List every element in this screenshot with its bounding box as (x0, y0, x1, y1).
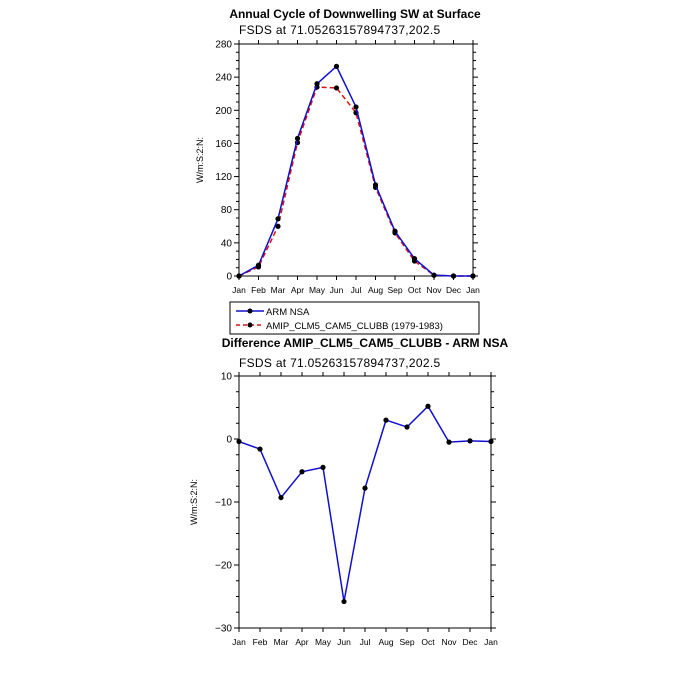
bottom-xtick-label: Oct (421, 637, 435, 647)
top-series-line-1 (238, 86, 473, 277)
top-frame (238, 43, 474, 277)
top-ytick-label: 200 (215, 106, 232, 117)
top-series-point-0 (333, 63, 340, 69)
bottom-series-point-0 (467, 438, 473, 444)
top-series-point-0 (275, 216, 281, 222)
bottom-series-point-0 (488, 438, 494, 445)
top-ytick-label: 0 (226, 272, 232, 283)
top-series-point-0 (236, 273, 242, 279)
bottom-series-point-0 (425, 403, 431, 409)
top-chart-title: Annual Cycle of Downwelling SW at Surfac… (229, 7, 481, 21)
bottom-xtick-label: Jan (232, 637, 246, 647)
top-chart-subtitle: FSDS at 71.05263157894737,202.5 (239, 23, 440, 37)
top-xtick-label: May (309, 285, 326, 295)
bottom-series-line-0 (238, 405, 492, 602)
top-xtick-label: Feb (251, 285, 266, 295)
bottom-xtick-label: Feb (253, 637, 268, 647)
bottom-series-point-0 (446, 439, 452, 445)
bottom-series-point-0 (362, 485, 368, 491)
top-xtick-label: Jul (351, 285, 362, 295)
legend-label-model: AMIP_CLM5_CAM5_CLUBB (1979-1983) (266, 321, 443, 332)
top-ytick-label: 160 (215, 139, 232, 150)
bottom-chart-subtitle: FSDS at 71.05263157894737,202.5 (239, 356, 440, 370)
top-series-point-0 (470, 273, 476, 279)
bottom-ytick-label: 10 (221, 372, 233, 383)
bottom-series-point-0 (404, 424, 410, 430)
bottom-xtick-label: Nov (441, 637, 457, 647)
legend: ARM NSA AMIP_CLM5_CAM5_CLUBB (1979-1983) (229, 301, 480, 335)
top-xtick-label: Jan (232, 285, 246, 295)
bottom-chart-title: Difference AMIP_CLM5_CAM5_CLUBB - ARM NS… (222, 336, 509, 350)
legend-marker-obs (247, 308, 253, 314)
top-series-point-1 (333, 85, 340, 91)
top-xtick-label: Sep (387, 285, 402, 295)
bottom-xtick-label: Mar (274, 637, 289, 647)
top-series-point-0 (294, 135, 301, 142)
bottom-xtick-label: Jan (484, 637, 498, 647)
top-xtick-label: Aug (368, 285, 383, 295)
legend-label-obs: ARM NSA (266, 307, 310, 318)
top-series-point-0 (255, 262, 262, 268)
bottom-ytick-label: −10 (215, 498, 232, 509)
top-series-point-0 (372, 182, 379, 188)
top-xtick-label: Nov (426, 285, 442, 295)
bottom-series-point-0 (278, 494, 284, 501)
bottom-series-point-0 (320, 464, 326, 470)
top-ytick-label: 40 (221, 238, 233, 249)
bottom-frame (238, 375, 492, 629)
top-series-point-0 (411, 256, 418, 262)
top-xtick-label: Jun (330, 285, 344, 295)
bottom-xtick-label: Aug (378, 637, 393, 647)
bottom-ytick-label: 0 (226, 435, 232, 446)
bottom-ytick-label: −30 (215, 624, 232, 635)
bottom-xtick-label: May (315, 637, 332, 647)
top-chart-ylabel: W/m:S:2:N: (195, 137, 205, 183)
top-series-point-1 (275, 223, 281, 229)
top-ytick-label: 80 (221, 205, 233, 216)
bottom-xtick-label: Dec (462, 637, 478, 647)
top-series-point-0 (314, 81, 320, 87)
bottom-xtick-label: Jul (360, 637, 371, 647)
top-plot-area: Jan Feb Mar Apr May Jun Jul Aug Sep Oct Nov Dec Jan0… (215, 40, 480, 296)
top-ytick-label: 120 (215, 172, 232, 183)
top-series-point-0 (431, 272, 437, 278)
top-series-point-0 (353, 104, 359, 110)
top-ytick-label: 240 (215, 73, 232, 84)
bottom-series-point-0 (383, 417, 389, 423)
top-xtick-label: Jan (466, 285, 480, 295)
top-series-line-0 (238, 65, 473, 277)
bottom-series-point-0 (257, 446, 263, 452)
bottom-series-point-0 (236, 438, 242, 445)
bottom-xtick-label: Apr (295, 637, 308, 647)
bottom-series-point-0 (299, 469, 305, 475)
bottom-plot-area: Jan Feb Mar Apr May Jun Jul Aug Sep Oct Nov Dec Jan−… (215, 372, 498, 648)
top-series-point-0 (450, 273, 457, 279)
legend-box (229, 301, 480, 335)
bottom-xtick-label: Jun (337, 637, 351, 647)
bottom-series-point-0 (341, 598, 347, 605)
top-xtick-label: Oct (408, 285, 422, 295)
bottom-chart-ylabel: W/m:S:2:N: (189, 479, 199, 525)
legend-marker-model (247, 322, 253, 328)
top-xtick-label: Apr (291, 285, 304, 295)
top-xtick-label: Mar (271, 285, 286, 295)
bottom-ytick-label: −20 (215, 561, 232, 572)
top-xtick-label: Dec (446, 285, 462, 295)
top-ytick-label: 280 (215, 40, 232, 51)
top-series-point-0 (392, 228, 398, 234)
bottom-xtick-label: Sep (399, 637, 414, 647)
